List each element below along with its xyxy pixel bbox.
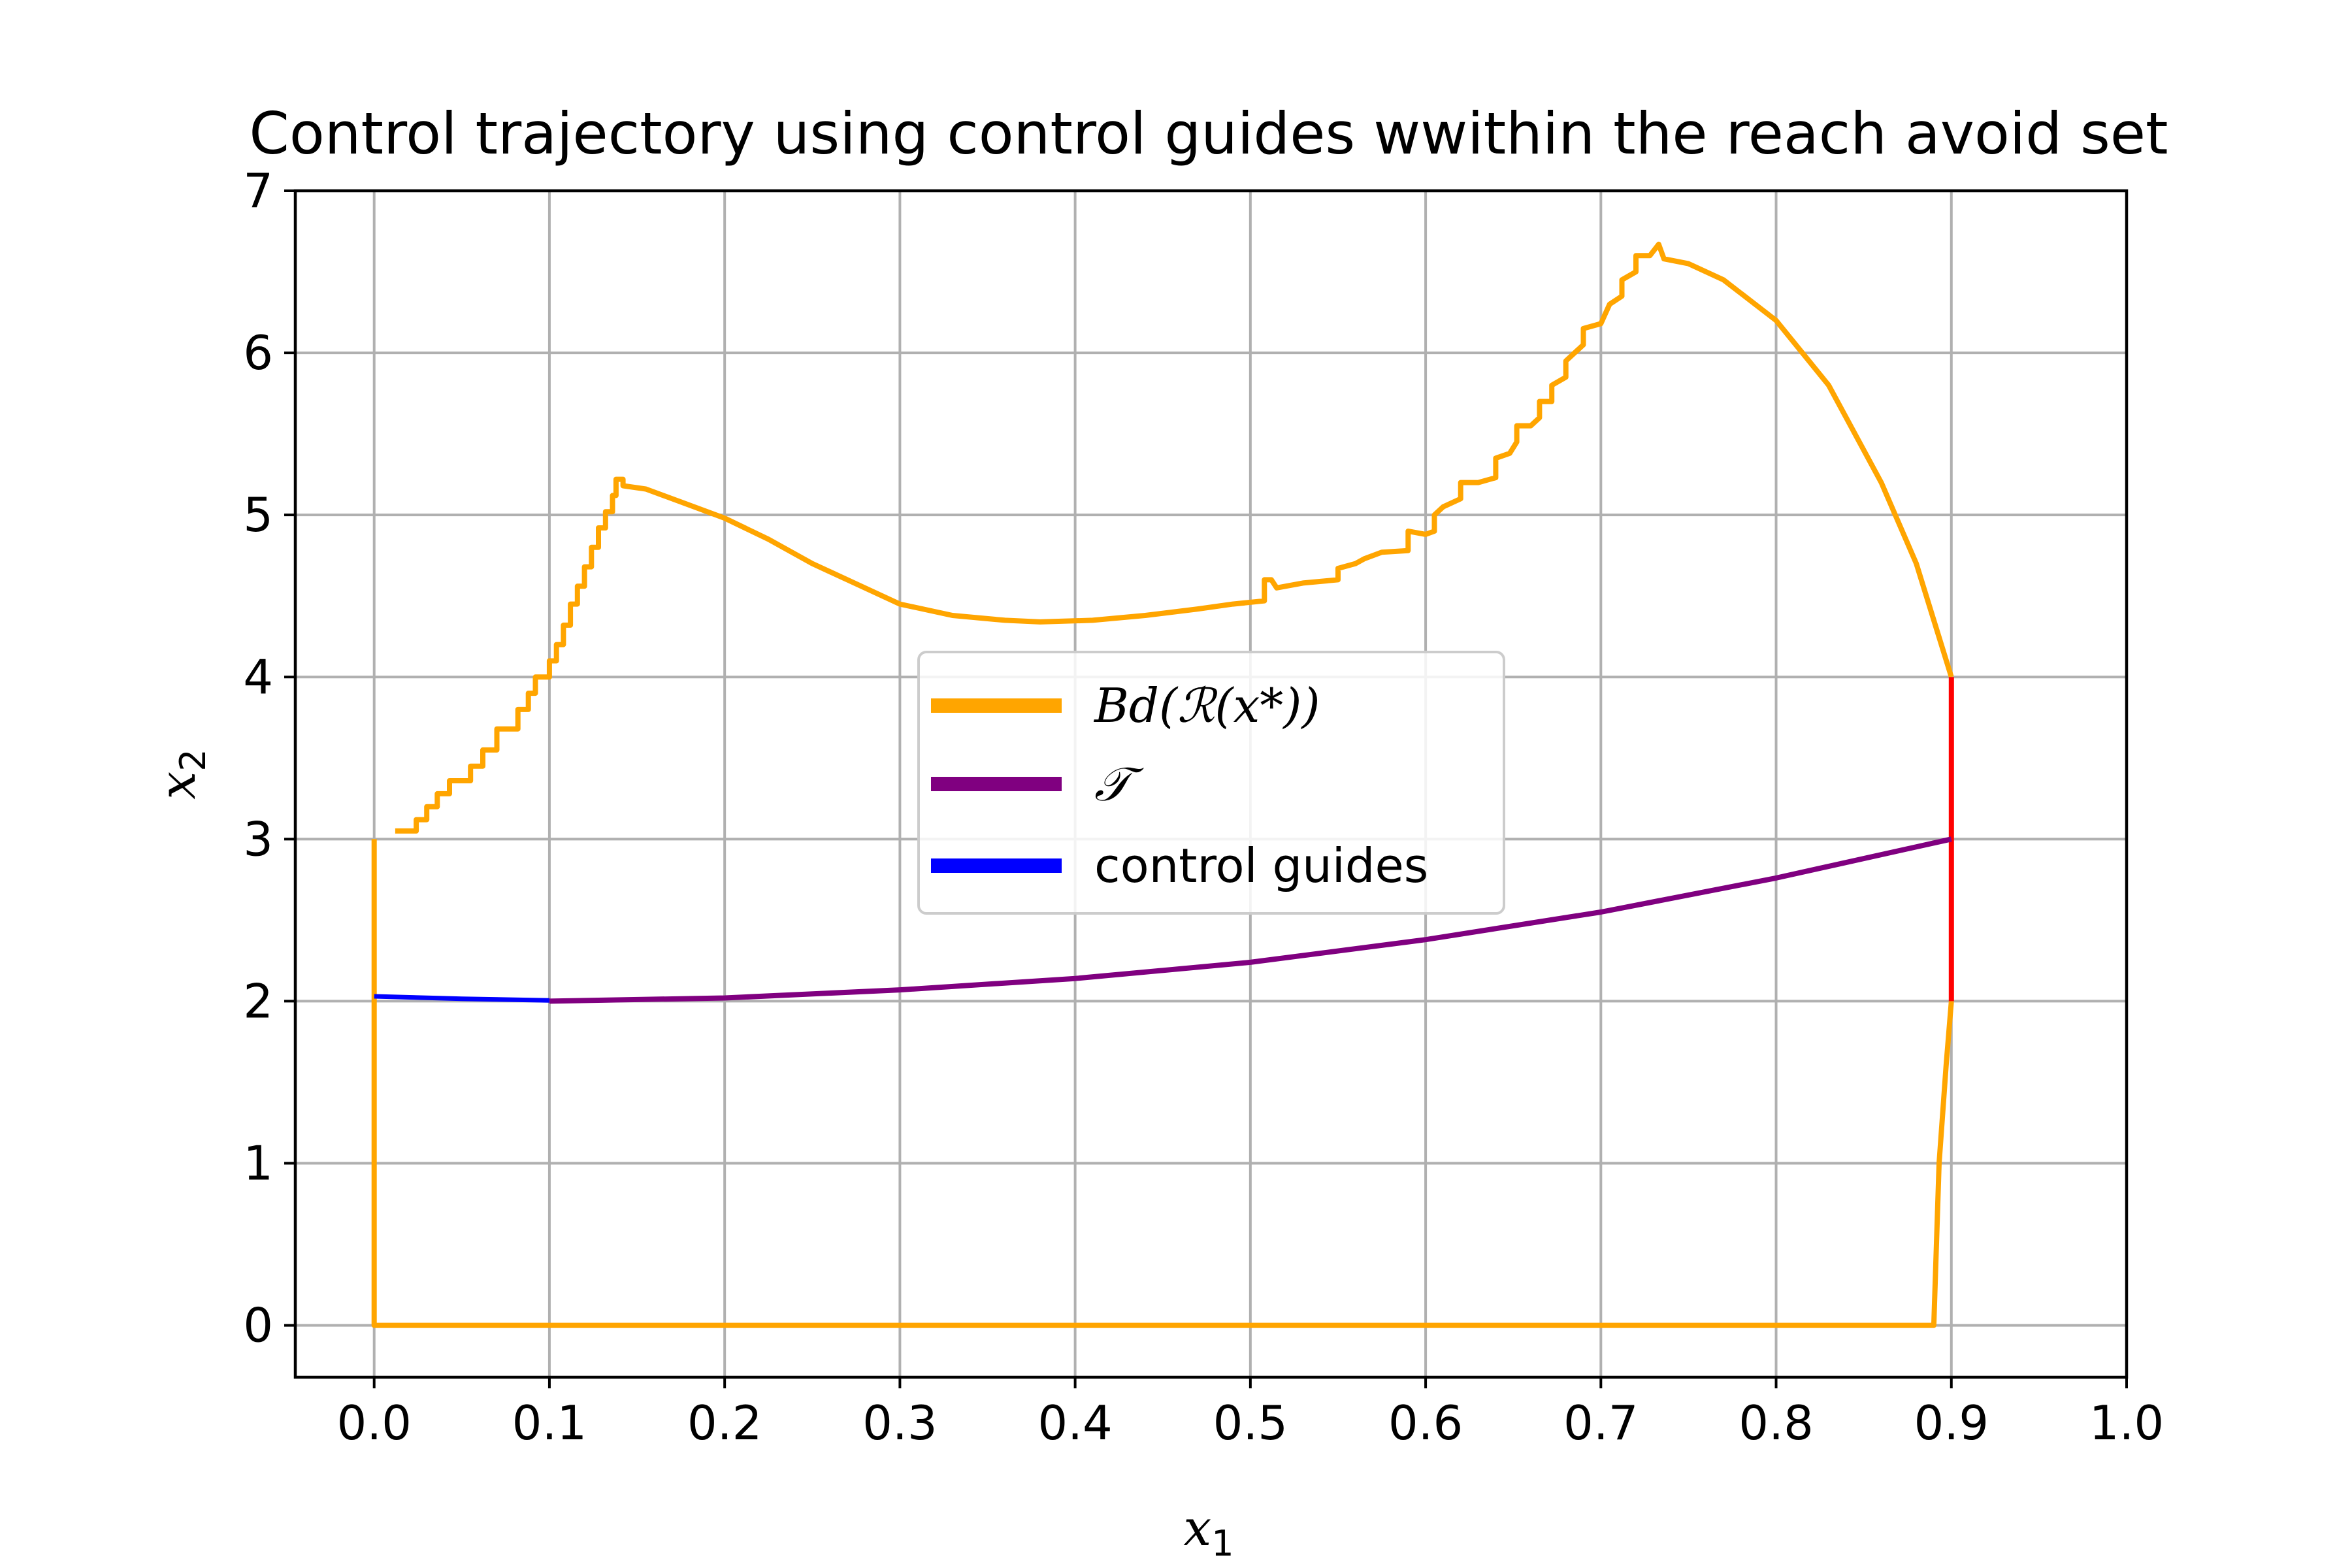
y-axis-ticks: 0 1 2 3 4 5 6 7 (243, 163, 295, 1353)
series-line-bd-x (395, 241, 1954, 834)
series-line-target-set (549, 836, 1952, 1004)
x-tick-label: 0.2 (687, 1396, 762, 1450)
y-tick-label: 2 (243, 973, 273, 1028)
x-tick-label: 1.0 (2089, 1396, 2164, 1450)
legend-box (917, 651, 1505, 915)
chart-title: Control trajectory using control guides … (249, 100, 2168, 167)
y-tick-label: 1 (243, 1136, 273, 1191)
x-tick-label: 0.8 (1739, 1396, 1814, 1450)
data-series (371, 241, 1954, 1328)
y-tick-label: 6 (243, 325, 273, 380)
x-tick-label: 0.6 (1388, 1396, 1463, 1450)
legend-label: control guides (1094, 838, 1428, 893)
x-tick-label: 0.3 (862, 1396, 938, 1450)
plot-frame (293, 189, 2129, 1379)
y-tick-label: 5 (243, 487, 273, 542)
series-line-control-guides (374, 994, 549, 1003)
y-tick-label: 4 (243, 649, 273, 704)
x-tick-label: 0.1 (512, 1396, 587, 1450)
x-tick-label: 0.7 (1563, 1396, 1639, 1450)
legend-label: Bd(ℛ(x*)) (1093, 678, 1320, 733)
y-tick-label: 3 (243, 811, 273, 866)
x-tick-label: 0.5 (1213, 1396, 1288, 1450)
y-tick-label: 0 (243, 1298, 273, 1353)
x-tick-label: 0.0 (336, 1396, 412, 1450)
x-tick-label: 0.4 (1037, 1396, 1113, 1450)
x-tick-label: 0.9 (1914, 1396, 1989, 1450)
x-axis-label: x1 (1183, 1499, 1233, 1564)
y-axis-label: x2 (148, 749, 214, 799)
y-tick-label: 7 (243, 163, 273, 218)
series-line-bd-x (371, 839, 1954, 1328)
x-axis-ticks: 0.0 0.1 0.2 0.3 0.4 0.5 0.6 0.7 0.8 0.9 1.0 (336, 1377, 2164, 1450)
